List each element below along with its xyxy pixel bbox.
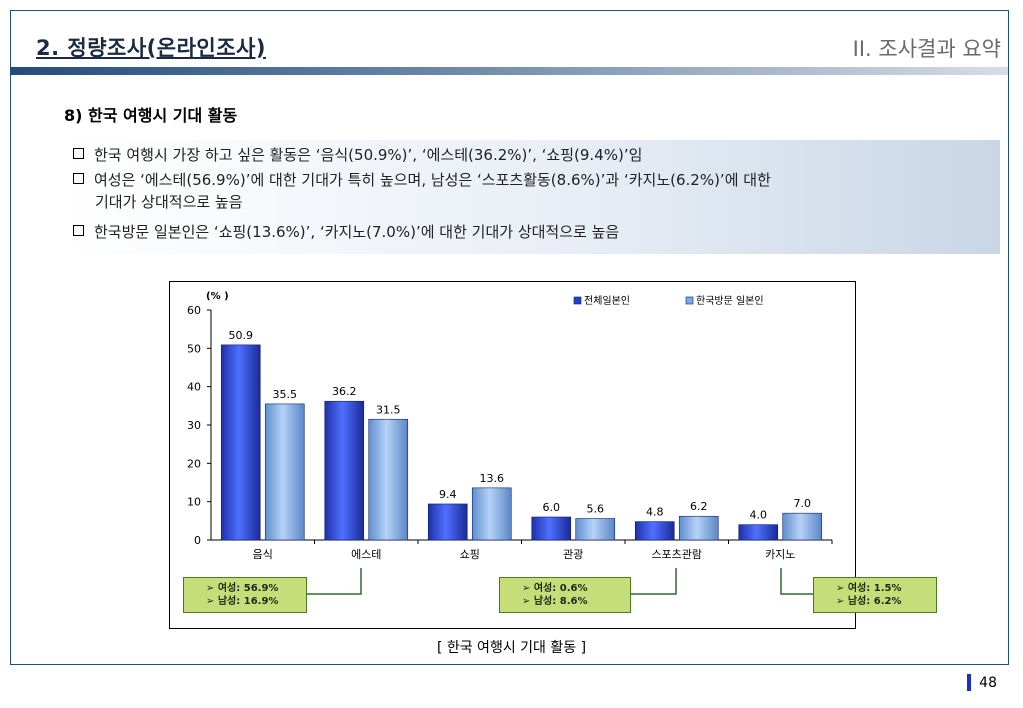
bar-value-label: 36.2 <box>332 385 357 398</box>
bar-visitor <box>264 403 305 541</box>
x-category-label: 스포츠관람 <box>651 548 702 561</box>
chart-frame: (% ) 0 10 20 30 40 50 60 50.9 35.5 음식 36.2 31.5 에스테… <box>169 281 856 629</box>
chart-caption: [ 한국 여행시 기대 활동 ] <box>436 640 587 656</box>
checkbox-square-icon <box>73 225 84 236</box>
legend-swatch <box>685 296 694 305</box>
bar-total <box>738 524 779 541</box>
summary-box: 한국 여행시 가장 하고 싶은 활동은 ‘음식(50.9%)’, ‘에스테(36… <box>61 140 1000 254</box>
header-gradient-bar <box>11 67 1008 75</box>
y-tick-label: 10 <box>187 496 201 509</box>
bar-chart: (% ) 0 10 20 30 40 50 60 50.9 35.5 음식 36.2 31.5 에스테… <box>187 291 833 561</box>
legend-label: 한국방문 일본인 <box>696 295 764 307</box>
bar-value-label: 7.0 <box>794 497 812 510</box>
section-label: II. 조사결과 요약 <box>852 37 1001 61</box>
bar-total <box>427 503 468 541</box>
bar-value-label: 6.0 <box>543 501 561 514</box>
legend-label: 전체일본인 <box>584 295 630 307</box>
bar-visitor <box>575 518 616 541</box>
page-number: 48 <box>979 675 997 691</box>
bar-total <box>220 344 261 541</box>
x-category-label: 음식 <box>253 548 273 561</box>
bar-value-label: 35.5 <box>273 388 298 401</box>
x-category-label: 에스테 <box>351 548 381 561</box>
y-tick-label: 50 <box>187 342 201 355</box>
y-tick-label: 60 <box>187 304 201 317</box>
bar-total <box>634 521 675 541</box>
section-title: 8) 한국 여행시 기대 활동 <box>64 106 238 125</box>
annotation-sports: ➢ 여성: 0.6% ➢ 남성: 8.6% <box>499 577 631 613</box>
y-tick-label: 40 <box>187 381 201 394</box>
checkbox-square-icon <box>73 148 84 159</box>
page-number-marker <box>967 674 971 691</box>
bar-value-label: 9.4 <box>439 488 457 501</box>
summary-bullet-3: 한국방문 일본인은 ‘쇼핑(13.6%)’, ‘카지노(7.0%)’에 대한 기… <box>73 221 619 243</box>
y-axis-label: (% ) <box>206 291 229 302</box>
page-title: 2. 정량조사(온라인조사) <box>36 36 266 60</box>
page-frame <box>10 10 1009 665</box>
bar-total <box>324 400 365 541</box>
y-tick-label: 0 <box>194 534 201 547</box>
legend-swatch <box>573 296 582 305</box>
x-category-label: 관광 <box>563 548 583 561</box>
checkbox-square-icon <box>73 173 84 184</box>
bar-visitor <box>471 487 512 541</box>
bar-visitor <box>368 418 409 541</box>
x-category-label: 카지노 <box>765 548 795 561</box>
summary-bullet-1: 한국 여행시 가장 하고 싶은 활동은 ‘음식(50.9%)’, ‘에스테(36… <box>73 144 642 166</box>
bar-value-label: 31.5 <box>376 403 401 416</box>
bar-value-label: 6.2 <box>690 500 708 513</box>
x-category-label: 쇼핑 <box>460 548 480 561</box>
bar-value-label: 5.6 <box>587 503 605 516</box>
bar-value-label: 4.8 <box>646 506 664 519</box>
bar-value-label: 50.9 <box>229 329 254 342</box>
annotation-este: ➢ 여성: 56.9% ➢ 남성: 16.9% <box>183 577 307 613</box>
y-tick-label: 20 <box>187 457 201 470</box>
bar-visitor <box>782 512 823 541</box>
bar-visitor <box>678 515 719 541</box>
bar-value-label: 4.0 <box>750 509 768 522</box>
bar-total <box>531 516 572 541</box>
annotation-casino: ➢ 여성: 1.5% ➢ 남성: 6.2% <box>813 577 937 613</box>
summary-bullet-2: 여성은 ‘에스테(56.9%)’에 대한 기대가 특히 높으며, 남성은 ‘스포… <box>73 169 771 213</box>
bar-value-label: 13.6 <box>480 472 505 485</box>
y-tick-label: 30 <box>187 419 201 432</box>
